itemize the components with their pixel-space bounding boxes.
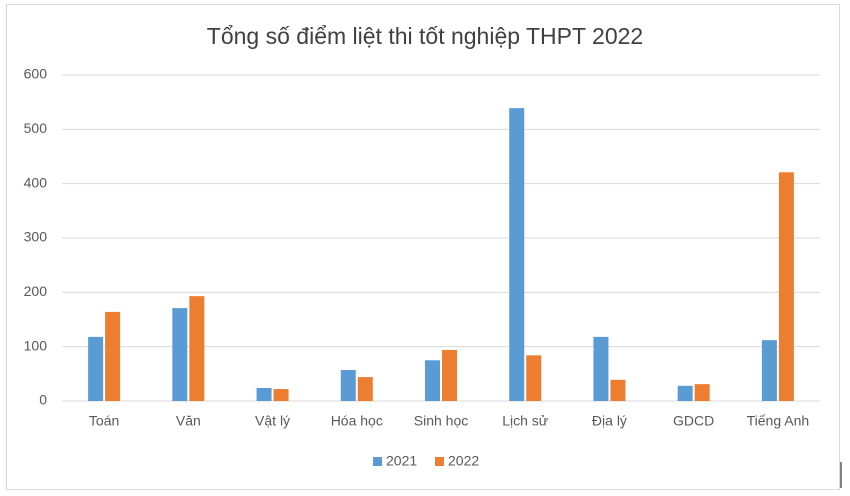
bar [593,336,609,401]
bar [105,311,121,401]
legend-swatch [435,457,444,466]
x-tick-label: Địa lý [592,413,627,429]
bar [778,172,794,401]
bar [694,384,710,401]
x-tick-label: Toán [89,413,119,429]
bar [761,340,777,401]
x-tick-label: Lịch sử [502,413,548,429]
bar [172,308,188,401]
legend-swatch [373,457,382,466]
bar [256,387,272,401]
bar [610,379,626,401]
bar [189,296,205,401]
y-tick-label: 200 [24,283,48,299]
bar [340,370,356,401]
y-tick-label: 500 [24,120,48,136]
bar [509,108,525,401]
y-tick-label: 600 [24,66,48,82]
x-tick-label: GDCD [673,413,714,429]
y-tick-label: 400 [24,174,48,190]
bar [88,336,104,401]
bar [425,360,440,401]
x-tick-label: Hóa học [331,413,383,429]
bar [677,385,693,401]
bar [357,377,373,401]
bar [273,389,289,401]
x-tick-label: Vật lý [255,413,290,429]
legend-label: 2022 [448,453,479,469]
chart-title: Tổng số điểm liệt thi tốt nghiệp THPT 20… [207,23,643,49]
legend-label: 2021 [386,453,417,469]
x-tick-label: Văn [176,413,201,429]
bar [442,349,457,401]
x-tick-label: Sinh học [414,413,468,429]
y-tick-label: 300 [24,229,48,245]
y-tick-label: 0 [39,392,47,408]
bar [526,355,542,401]
chart-border [6,4,840,490]
x-tick-label: Tiếng Anh [747,413,810,429]
y-tick-label: 100 [24,337,48,353]
